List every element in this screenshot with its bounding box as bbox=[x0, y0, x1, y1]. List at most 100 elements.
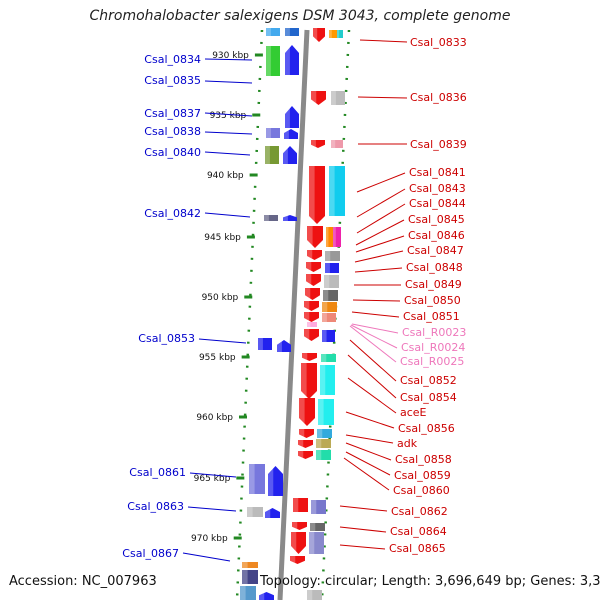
gene-feature[interactable] bbox=[304, 301, 319, 311]
gene-feature[interactable] bbox=[306, 262, 321, 272]
gene-feature[interactable] bbox=[283, 146, 297, 164]
gene-feature[interactable] bbox=[307, 226, 323, 248]
gene-feature[interactable] bbox=[322, 313, 336, 322]
gene-feature[interactable] bbox=[249, 464, 265, 494]
gene-feature[interactable] bbox=[322, 302, 337, 312]
gene-feature[interactable] bbox=[285, 28, 299, 36]
gene-feature[interactable] bbox=[240, 586, 256, 600]
gene-feature[interactable] bbox=[329, 166, 345, 216]
gene-label[interactable]: Csal_0853 bbox=[138, 332, 195, 345]
gene-feature[interactable] bbox=[313, 28, 325, 42]
gene-label[interactable]: Csal_0860 bbox=[393, 484, 450, 497]
gene-feature[interactable] bbox=[325, 251, 340, 261]
gene-label[interactable]: Csal_0863 bbox=[127, 500, 184, 513]
gene-feature[interactable] bbox=[309, 166, 325, 224]
gene-feature[interactable] bbox=[292, 522, 307, 530]
gene-feature[interactable] bbox=[318, 399, 334, 425]
gene-label[interactable]: Csal_0862 bbox=[391, 505, 448, 518]
gene-feature[interactable] bbox=[266, 128, 280, 138]
gene-label[interactable]: Csal_0834 bbox=[144, 53, 201, 66]
gene-feature[interactable] bbox=[329, 30, 337, 38]
gene-label[interactable]: Csal_0840 bbox=[144, 146, 201, 159]
gene-feature[interactable] bbox=[323, 290, 338, 301]
gene-feature[interactable] bbox=[325, 263, 339, 273]
gene-feature[interactable] bbox=[265, 146, 279, 164]
gene-feature[interactable] bbox=[304, 329, 319, 341]
gene-feature[interactable] bbox=[316, 450, 331, 460]
gene-label[interactable]: Csal_0858 bbox=[395, 453, 452, 466]
gene-feature[interactable] bbox=[266, 28, 280, 36]
gene-feature[interactable] bbox=[304, 312, 319, 322]
gene-feature[interactable] bbox=[326, 227, 333, 247]
gene-feature[interactable] bbox=[322, 330, 335, 342]
gene-label[interactable]: Csal_R0023 bbox=[402, 326, 466, 339]
gene-label[interactable]: Csal_0852 bbox=[400, 374, 457, 387]
gene-feature[interactable] bbox=[259, 592, 274, 600]
gene-label[interactable]: Csal_R0025 bbox=[400, 355, 464, 368]
gene-label[interactable]: Csal_0848 bbox=[406, 261, 463, 274]
gene-label[interactable]: Csal_0861 bbox=[129, 466, 186, 479]
gene-label[interactable]: Csal_0867 bbox=[122, 547, 179, 560]
gene-label[interactable]: adk bbox=[397, 437, 418, 450]
gene-feature[interactable] bbox=[309, 532, 324, 554]
gene-label[interactable]: Csal_0836 bbox=[410, 91, 467, 104]
gene-feature[interactable] bbox=[310, 523, 325, 531]
gene-label[interactable]: Csal_0864 bbox=[390, 525, 447, 538]
gene-feature[interactable] bbox=[305, 288, 320, 300]
gene-feature[interactable] bbox=[307, 590, 322, 600]
gene-feature[interactable] bbox=[301, 363, 317, 399]
gene-feature[interactable] bbox=[311, 500, 326, 514]
gene-label[interactable]: aceE bbox=[400, 406, 427, 419]
gene-feature[interactable] bbox=[324, 275, 339, 288]
gene-label[interactable]: Csal_0835 bbox=[144, 74, 201, 87]
gene-feature[interactable] bbox=[298, 451, 313, 459]
gene-label[interactable]: Csal_0839 bbox=[410, 138, 467, 151]
gene-feature[interactable] bbox=[299, 429, 314, 438]
gene-label[interactable]: Csal_R0024 bbox=[401, 341, 465, 354]
gene-label[interactable]: Csal_0837 bbox=[144, 107, 201, 120]
gene-feature[interactable] bbox=[321, 354, 336, 362]
gene-label[interactable]: Csal_0843 bbox=[409, 182, 466, 195]
gene-feature[interactable] bbox=[331, 91, 345, 105]
gene-label[interactable]: Csal_0865 bbox=[389, 542, 446, 555]
gene-feature[interactable] bbox=[298, 440, 313, 448]
gene-feature[interactable] bbox=[337, 30, 343, 38]
gene-label[interactable]: Csal_0841 bbox=[409, 166, 466, 179]
gene-label[interactable]: Csal_0849 bbox=[405, 278, 462, 291]
gene-feature[interactable] bbox=[302, 353, 317, 361]
gene-feature[interactable] bbox=[290, 556, 305, 564]
gene-label[interactable]: Csal_0851 bbox=[403, 310, 460, 323]
gene-feature[interactable] bbox=[311, 91, 326, 105]
gene-feature[interactable] bbox=[284, 129, 298, 139]
gene-feature[interactable] bbox=[266, 46, 280, 76]
gene-feature[interactable] bbox=[307, 250, 322, 260]
gene-feature[interactable] bbox=[285, 106, 299, 128]
gene-label[interactable]: Csal_0859 bbox=[394, 469, 451, 482]
gene-label[interactable]: Csal_0838 bbox=[144, 125, 201, 138]
gene-feature[interactable] bbox=[258, 338, 272, 350]
gene-feature[interactable] bbox=[242, 570, 258, 584]
gene-feature[interactable] bbox=[285, 45, 299, 75]
gene-feature[interactable] bbox=[307, 322, 317, 327]
gene-feature[interactable] bbox=[331, 140, 343, 148]
gene-feature[interactable] bbox=[247, 507, 263, 517]
gene-feature[interactable] bbox=[299, 398, 315, 426]
gene-label[interactable]: Csal_0844 bbox=[409, 197, 466, 210]
gene-feature[interactable] bbox=[242, 562, 258, 568]
gene-label[interactable]: Csal_0847 bbox=[407, 244, 464, 257]
gene-feature[interactable] bbox=[316, 439, 331, 448]
gene-label[interactable]: Csal_0846 bbox=[408, 229, 465, 242]
gene-label[interactable]: Csal_0856 bbox=[398, 422, 455, 435]
gene-feature[interactable] bbox=[268, 466, 283, 496]
gene-feature[interactable] bbox=[277, 340, 291, 352]
gene-feature[interactable] bbox=[291, 532, 306, 554]
gene-feature[interactable] bbox=[293, 498, 308, 512]
gene-feature[interactable] bbox=[311, 140, 325, 148]
gene-label[interactable]: Csal_0850 bbox=[404, 294, 461, 307]
gene-label[interactable]: Csal_0842 bbox=[144, 207, 201, 220]
gene-feature[interactable] bbox=[283, 215, 297, 221]
gene-label[interactable]: Csal_0845 bbox=[408, 213, 465, 226]
gene-feature[interactable] bbox=[264, 215, 278, 221]
gene-feature[interactable] bbox=[333, 227, 341, 247]
gene-feature[interactable] bbox=[317, 429, 332, 438]
